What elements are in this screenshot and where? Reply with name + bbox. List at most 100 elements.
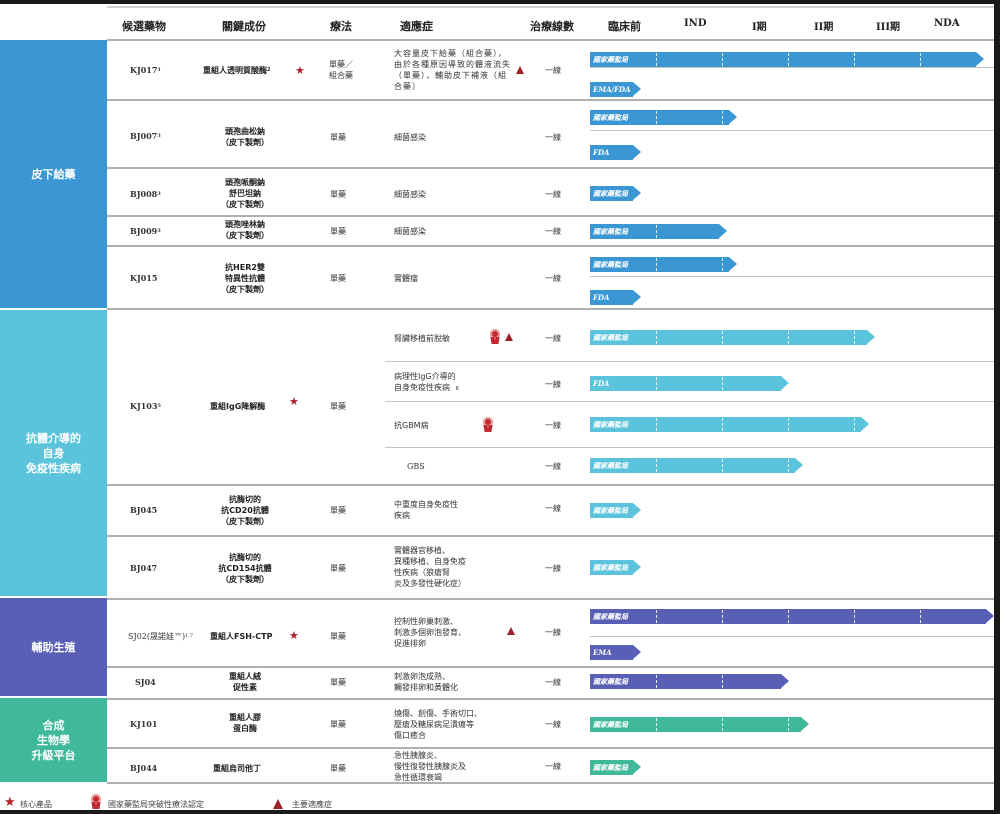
row-subdivider — [590, 67, 994, 68]
header-therapy: 療法 — [330, 20, 352, 33]
candidate-code: KJ103 — [130, 400, 158, 411]
stage-progress-bar: 國家藥監局 — [590, 717, 810, 732]
row-divider — [107, 698, 994, 700]
core-product-star-icon: ★ — [295, 64, 305, 77]
row-divider — [107, 245, 994, 247]
bar-arrow-tip — [632, 82, 641, 96]
header-component: 關鍵成份 — [222, 20, 266, 33]
stage-progress-bar: 國家藥監局 — [590, 257, 737, 272]
bar-body — [590, 717, 802, 732]
stage-boundary-dash — [656, 459, 657, 472]
bar-body — [590, 503, 633, 518]
bar-body — [590, 145, 633, 160]
stage-progress-bar: 國家藥監局 — [590, 560, 641, 575]
row-subdivider — [385, 401, 994, 402]
pipeline-chart: 候選藥物 關鍵成份 療法 適應症 治療線數 臨床前 IND I期 II期 III… — [0, 4, 994, 810]
stage-boundary-dash — [722, 111, 723, 124]
bar-arrow-tip — [632, 645, 641, 659]
stage-boundary-dash — [656, 111, 657, 124]
component-name: 重組人FSH-CTP — [210, 631, 273, 641]
regulator-label: EMA — [593, 648, 612, 657]
candidate-code: BJ007 — [130, 130, 158, 141]
treatment-line: 一線 — [545, 65, 561, 75]
legend-breakthrough-label: 國家藥監局突破性療法認定 — [108, 800, 204, 809]
component-name: 抗酶切的 抗CD154抗體 （皮下製劑） — [218, 552, 272, 584]
component-name: 頭孢曲松鈉 （皮下製劑） — [221, 127, 269, 147]
bar-body — [590, 645, 633, 660]
indication: 控制性卵巢刺激、 刺激多個卵泡發育、 促進排卵 — [394, 616, 466, 648]
regulator-label: 國家藥監局 — [593, 113, 628, 122]
bar-body — [590, 674, 782, 689]
row-divider — [107, 215, 994, 217]
treatment-line: 一線 — [545, 189, 561, 199]
stage-progress-bar: FDA — [590, 145, 641, 160]
stage-progress-bar: 國家藥監局 — [590, 224, 727, 239]
candidate-code: BJ008 — [130, 188, 158, 199]
treatment-line: 一線 — [545, 132, 561, 142]
stage-boundary-dash — [656, 377, 657, 390]
category-subcutaneous: 皮下給藥 — [0, 40, 107, 308]
component-name: 頭孢唑林鈉 （皮下製劑） — [221, 220, 269, 240]
bar-body — [590, 560, 633, 575]
bar-body — [590, 186, 633, 201]
row-divider — [107, 747, 994, 749]
therapy: 單藥 — [330, 273, 346, 283]
therapy: 單藥 — [330, 401, 346, 411]
bar-arrow-tip — [632, 760, 641, 774]
row-divider — [107, 99, 994, 101]
stage-boundary-dash — [854, 331, 855, 344]
therapy: 單藥 — [330, 563, 346, 573]
component-name: 頭孢哌酮鈉 舒巴坦鈉 （皮下製劑） — [221, 177, 269, 209]
header-stage-ind: IND — [684, 18, 707, 29]
header-top-rule — [107, 6, 994, 8]
candidate-code: BJ044 — [130, 762, 158, 773]
indication: 病理性IgG介導的 自身免疫性疾病 6 — [394, 372, 459, 392]
header-stage-phase3: III期 — [876, 22, 901, 33]
therapy: 單藥 — [330, 505, 346, 515]
bar-arrow-tip — [632, 560, 641, 574]
stage-boundary-dash — [788, 459, 789, 472]
regulator-label: 國家藥監局 — [593, 227, 628, 236]
bar-arrow-tip — [781, 674, 790, 688]
stage-progress-bar: 國家藥監局 — [590, 417, 869, 432]
stage-progress-bar: 國家藥監局 — [590, 330, 876, 345]
bar-arrow-tip — [794, 458, 803, 472]
stage-boundary-dash — [854, 53, 855, 66]
major-indication-icon — [273, 799, 283, 809]
stage-boundary-dash — [788, 331, 789, 344]
header-stage-preclinical: 臨床前 — [608, 20, 641, 33]
core-product-star-icon: ★ — [289, 629, 299, 642]
bar-arrow-tip — [986, 609, 994, 623]
row-subdivider — [385, 361, 994, 362]
stage-boundary-dash — [722, 610, 723, 623]
stage-progress-bar: 國家藥監局 — [590, 110, 737, 125]
category-label: 皮下給藥 — [31, 167, 76, 181]
stage-boundary-dash — [920, 610, 921, 623]
regulator-label: 國家藥監局 — [593, 55, 628, 64]
header-stage-phase1: I期 — [752, 22, 767, 33]
regulator-label: 國家藥監局 — [593, 420, 628, 429]
stage-progress-bar: 國家藥監局 — [590, 52, 985, 67]
treatment-line: 一線 — [545, 761, 561, 771]
regulator-label: EMA/FDA — [593, 85, 631, 94]
treatment-line: 一線 — [545, 563, 561, 573]
regulator-label: 國家藥監局 — [593, 260, 628, 269]
stage-progress-bar: 國家藥監局 — [590, 674, 790, 689]
regulator-label: 國家藥監局 — [593, 763, 628, 772]
therapy: 單藥 — [330, 132, 346, 142]
stage-progress-bar: FDA — [590, 376, 790, 391]
treatment-line: 一線 — [545, 333, 561, 343]
stage-boundary-dash — [788, 53, 789, 66]
regulator-label: 國家藥監局 — [593, 333, 628, 342]
stage-progress-bar: 國家藥監局 — [590, 186, 641, 201]
category-label: 合成 生物學 升級平台 — [31, 718, 76, 762]
bar-arrow-tip — [718, 224, 727, 238]
bar-body — [590, 458, 795, 473]
bar-body — [590, 417, 861, 432]
stage-boundary-dash — [722, 418, 723, 431]
bar-body — [590, 82, 633, 97]
indication: 抗GBM病 — [394, 420, 429, 430]
treatment-line: 一線 — [545, 719, 561, 729]
stage-boundary-dash — [722, 53, 723, 66]
indication: 大容量皮下給藥（組合藥），由於各種原因導致的體液流失（單藥），輔助皮下補液（組合… — [394, 49, 511, 91]
